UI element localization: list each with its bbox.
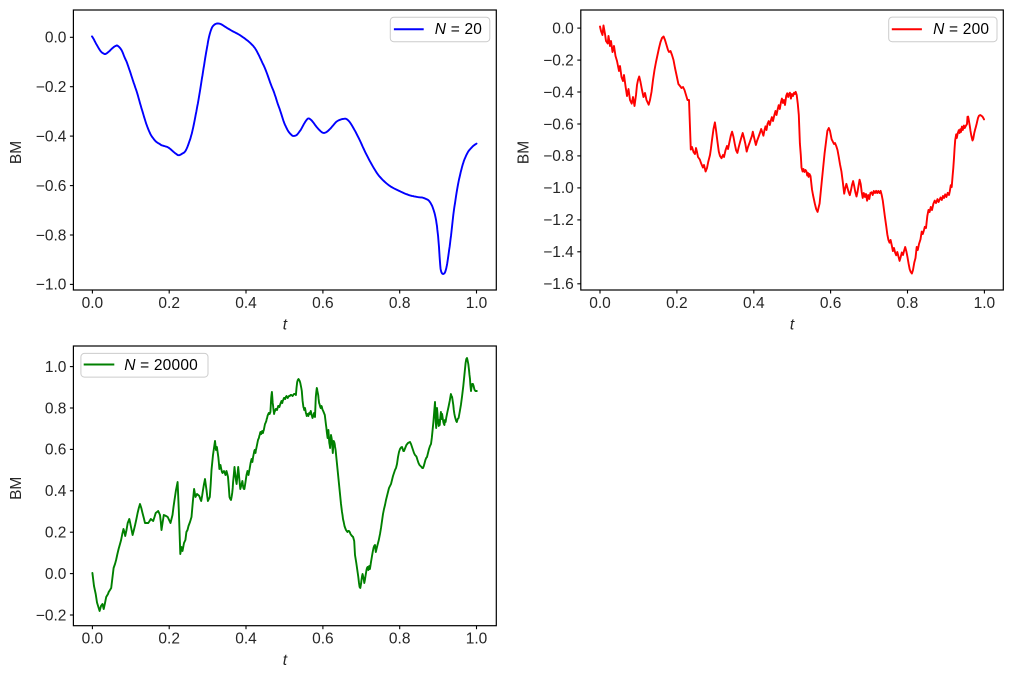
svg-text:0.0: 0.0 [82,631,104,648]
svg-text:1.0: 1.0 [45,359,67,376]
svg-text:−1.2: −1.2 [543,212,574,229]
svg-text:0.4: 0.4 [235,631,257,648]
svg-text:0.4: 0.4 [45,483,67,500]
svg-text:BM: BM [516,141,533,164]
svg-text:0.0: 0.0 [552,20,574,37]
svg-text:−0.6: −0.6 [36,178,67,195]
svg-text:t: t [790,317,795,334]
svg-text:BM: BM [8,141,25,164]
svg-text:t: t [283,317,288,334]
svg-text:0.0: 0.0 [589,295,611,312]
svg-text:−1.6: −1.6 [543,276,574,293]
svg-text:−0.2: −0.2 [543,52,574,69]
svg-text:t: t [283,652,288,669]
svg-text:0.6: 0.6 [312,631,334,648]
svg-text:0.8: 0.8 [45,400,67,417]
svg-text:BM: BM [8,477,25,500]
svg-text:0.2: 0.2 [158,295,180,312]
svg-text:0.0: 0.0 [45,566,67,583]
svg-text:1.0: 1.0 [974,295,996,312]
svg-text:−1.4: −1.4 [543,244,574,261]
svg-text:N = 20: N = 20 [435,21,482,38]
svg-text:1.0: 1.0 [466,295,488,312]
svg-text:0.2: 0.2 [158,631,180,648]
svg-text:N = 20000: N = 20000 [124,357,198,374]
svg-text:0.0: 0.0 [82,295,104,312]
svg-text:0.4: 0.4 [235,295,257,312]
svg-text:1.0: 1.0 [466,631,488,648]
svg-text:N = 200: N = 200 [933,21,989,38]
svg-text:0.2: 0.2 [666,295,688,312]
svg-text:−1.0: −1.0 [543,180,574,197]
svg-text:0.6: 0.6 [312,295,334,312]
svg-text:−0.8: −0.8 [543,148,574,165]
svg-text:−0.8: −0.8 [36,227,67,244]
svg-text:−0.4: −0.4 [543,84,574,101]
svg-text:0.8: 0.8 [389,631,411,648]
svg-text:0.6: 0.6 [45,442,67,459]
svg-text:0.0: 0.0 [45,30,67,47]
svg-text:0.8: 0.8 [389,295,411,312]
svg-text:0.8: 0.8 [897,295,919,312]
svg-text:−0.2: −0.2 [36,607,67,624]
svg-text:−0.4: −0.4 [36,128,67,145]
svg-text:−0.6: −0.6 [543,116,574,133]
svg-text:0.6: 0.6 [820,295,842,312]
svg-text:0.2: 0.2 [45,525,67,542]
svg-text:−1.0: −1.0 [36,277,67,294]
svg-text:0.4: 0.4 [743,295,765,312]
svg-text:−0.2: −0.2 [36,79,67,96]
